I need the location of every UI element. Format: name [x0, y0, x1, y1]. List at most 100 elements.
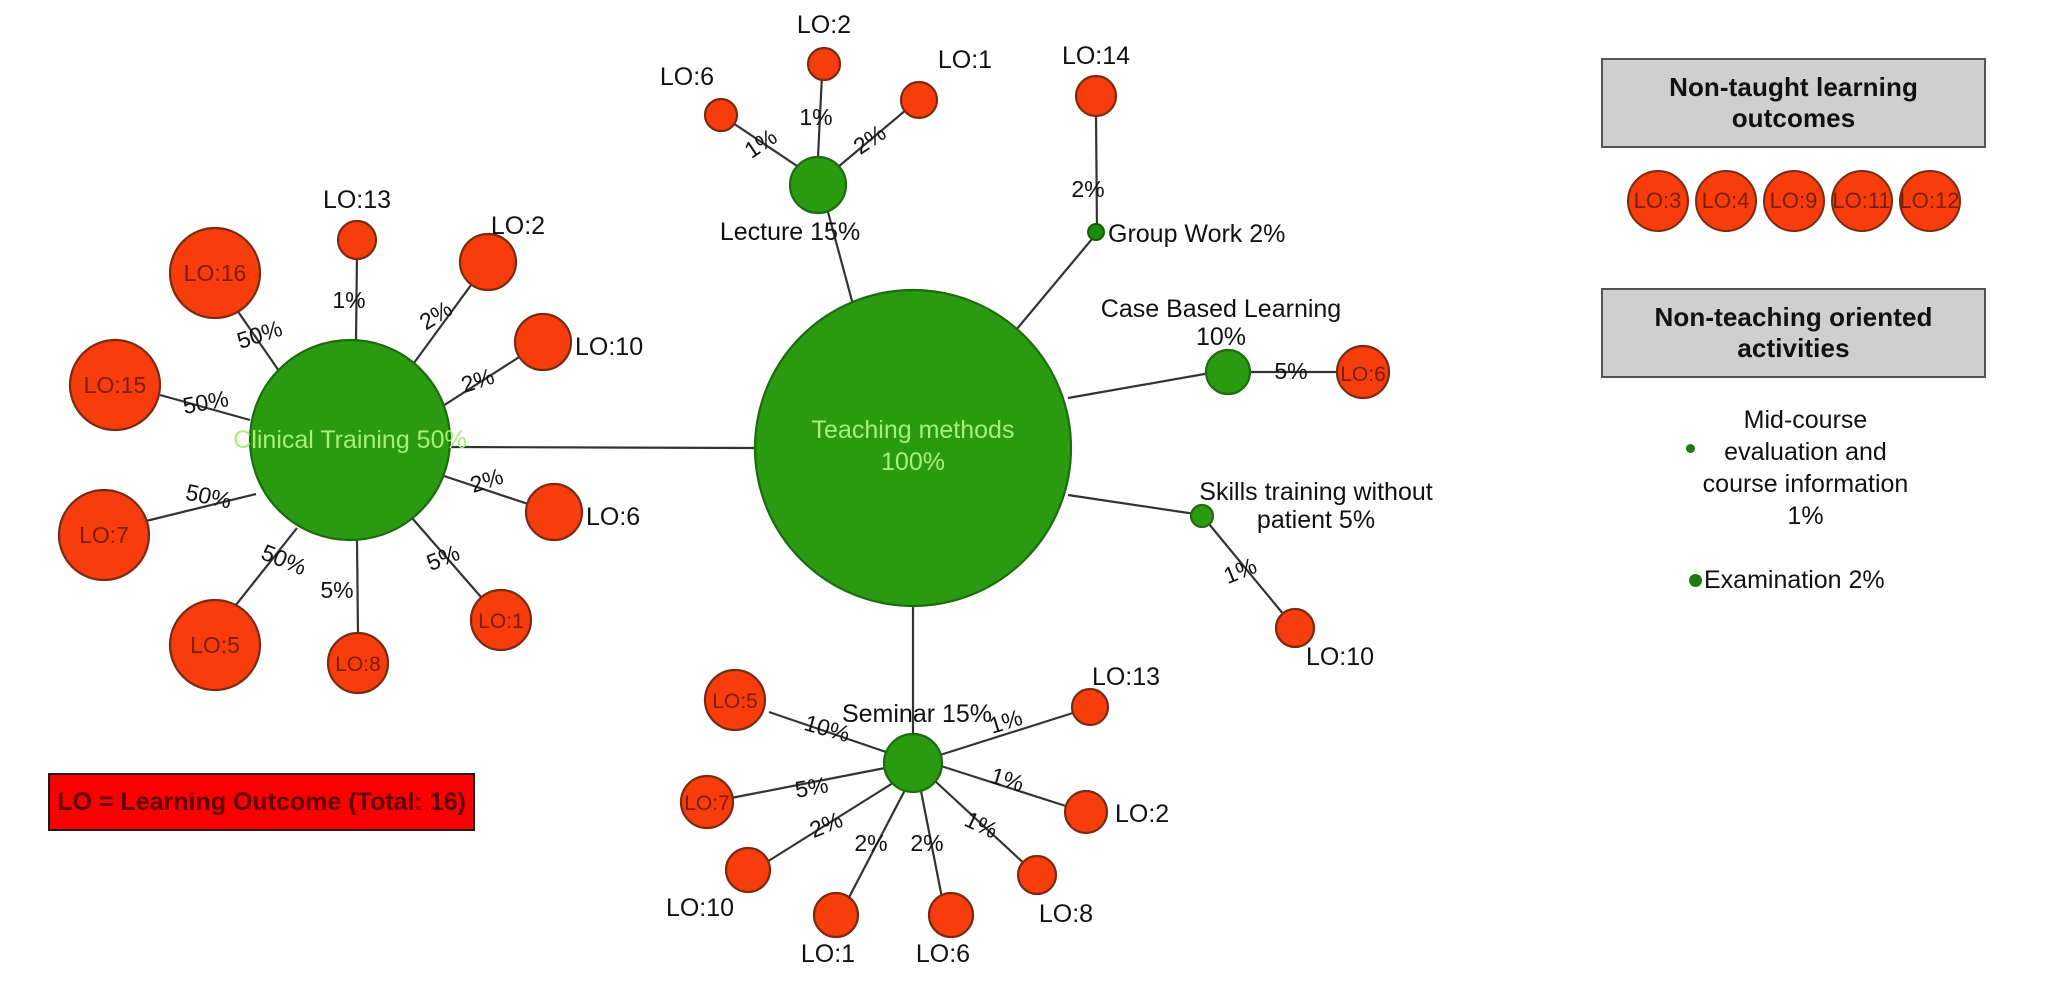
node-lo-13-clinical[interactable] — [336, 219, 378, 261]
edge-root-groupwork — [1015, 232, 1098, 331]
node-lo-5-seminar-label: LO:5 — [712, 690, 758, 713]
edge-root-lecture — [826, 211, 857, 313]
node-seminar[interactable] — [882, 732, 944, 794]
node-lo-15-clinical-label: LO:15 — [84, 372, 147, 398]
edge-clinical-lo8 — [355, 539, 360, 634]
cluster-root: Teaching methods 100% — [753, 288, 1073, 608]
node-lo-16-clinical-label: LO:16 — [184, 260, 247, 286]
node-lo-10-seminar-label: LO:10 — [666, 894, 734, 922]
node-lo-1-lecture[interactable] — [899, 80, 939, 120]
node-lo-2-clinical[interactable] — [458, 232, 518, 292]
node-lo-6-seminar-label: LO:6 — [916, 940, 970, 968]
node-skills-training-label-line1: Skills training without — [1199, 478, 1432, 506]
edge-label-clinical-lo2: 2% — [415, 295, 457, 335]
legend-lo-key-label: LO = Learning Outcome (Total: 16) — [57, 787, 466, 816]
cluster-seminar: Seminar 15% LO:5 10% LO:7 5% LO:10 2% LO… — [666, 663, 1169, 968]
node-lo-6-lecture[interactable] — [703, 97, 739, 133]
activity-mid-course-evaluation[interactable]: Mid-course evaluation and course informa… — [1601, 404, 1986, 532]
edge-root-cbl — [1067, 370, 1217, 400]
cluster-clinical-training: Clinical Training 50% LO:16 50% LO:15 50… — [57, 186, 643, 695]
node-lo-2-lecture-label: LO:2 — [797, 11, 851, 39]
edge-groupwork-lo14 — [1094, 114, 1099, 231]
node-lo-8-clinical[interactable] — [326, 631, 390, 695]
non-taught-lo-row: LO:3 LO:4 LO:9 LO:11 LO:12 — [1601, 170, 1986, 232]
edge-label-lecture-lo6: 1% — [739, 123, 781, 163]
node-case-based-learning-value: 10% — [1196, 323, 1246, 351]
edge-label-clinical-lo8: 5% — [320, 577, 353, 603]
cluster-group-work: Group Work 2% LO:14 2% — [1062, 42, 1285, 248]
cluster-lecture: Lecture 15% LO:6 1% LO:2 1% LO:1 2% — [660, 11, 992, 246]
edge-label-cbl-lo6: 5% — [1274, 358, 1307, 384]
activity-mid-course-text: Mid-course evaluation and course informa… — [1703, 404, 1909, 532]
node-lo-10-clinical[interactable] — [513, 312, 573, 372]
node-case-based-learning[interactable] — [1204, 348, 1252, 396]
node-lo-6-lecture-label: LO:6 — [660, 63, 714, 91]
edge-seminar-lo10 — [761, 782, 894, 866]
node-lo-8-seminar-label: LO:8 — [1039, 900, 1093, 928]
legend-lo-bubble-9[interactable]: LO:9 — [1762, 170, 1825, 232]
node-group-work[interactable] — [1087, 223, 1105, 241]
node-lo-1-clinical[interactable] — [469, 588, 533, 652]
node-lo-13-seminar[interactable] — [1070, 687, 1110, 727]
edge-clinical-lo1 — [411, 517, 482, 598]
node-lo-6-seminar[interactable] — [927, 891, 975, 939]
edge-seminar-lo1 — [843, 789, 906, 908]
edge-clinical-lo10 — [434, 353, 525, 412]
node-lo-2-seminar[interactable] — [1063, 789, 1109, 835]
node-lo-1-clinical-label: LO:1 — [478, 610, 524, 633]
node-lo-13-seminar-label: LO:13 — [1092, 663, 1160, 691]
activity-mid-course-line4: 1% — [1787, 502, 1824, 530]
edge-seminar-lo7 — [730, 766, 886, 800]
edge-label-seminar-lo10: 2% — [806, 806, 847, 843]
activity-mid-course-node-dot[interactable] — [1686, 444, 1695, 453]
node-clinical-training-label: Clinical Training 50% — [233, 426, 466, 454]
edge-label-clinical-lo15: 50% — [181, 385, 231, 419]
node-lo-7-seminar[interactable] — [679, 774, 735, 830]
node-lo-6-cbl[interactable] — [1335, 344, 1391, 400]
node-lo-6-clinical[interactable] — [524, 482, 584, 542]
edge-seminar-lo5 — [768, 710, 887, 754]
node-teaching-methods-label: Teaching methods — [812, 416, 1015, 444]
edge-clinical-lo13 — [354, 251, 359, 343]
node-teaching-methods[interactable] — [753, 288, 1073, 608]
node-lo-16-clinical[interactable] — [168, 226, 262, 320]
edge-label-clinical-lo10: 2% — [458, 363, 498, 398]
legend-lo-bubble-3[interactable]: LO:3 — [1626, 170, 1689, 232]
node-lo-2-clinical-label: LO:2 — [491, 212, 545, 240]
edge-seminar-lo6 — [919, 790, 946, 909]
edge-skills-lo10 — [1208, 523, 1290, 622]
node-lo-5-clinical[interactable] — [168, 598, 262, 692]
node-lo-2-lecture[interactable] — [806, 46, 842, 82]
node-skills-training[interactable] — [1189, 503, 1215, 529]
panel-non-taught-header: Non-taught learning outcomes — [1601, 58, 1986, 148]
node-clinical-training[interactable] — [248, 338, 452, 542]
node-lo-10-skills[interactable] — [1274, 607, 1316, 649]
node-lecture[interactable] — [788, 155, 848, 215]
node-lo-1-seminar[interactable] — [812, 891, 860, 939]
legend-lo-bubble-12[interactable]: LO:12 — [1898, 170, 1961, 232]
edge-label-seminar-lo6: 2% — [910, 830, 943, 856]
node-case-based-learning-label: Case Based Learning — [1101, 295, 1341, 323]
edge-label-clinical-lo16: 50% — [234, 315, 286, 354]
node-lo-5-seminar[interactable] — [703, 668, 767, 732]
node-lo-8-seminar[interactable] — [1016, 854, 1058, 896]
node-teaching-methods-value: 100% — [881, 448, 945, 476]
panel-non-teaching-activities: Non-teaching oriented activities Mid-cou… — [1601, 288, 1986, 595]
edge-seminar-lo13 — [939, 710, 1077, 757]
edge-label-clinical-lo5: 50% — [258, 539, 310, 580]
edge-clinical-lo6 — [437, 472, 538, 509]
node-lo-10-seminar[interactable] — [724, 846, 772, 894]
edge-root-skills — [1067, 493, 1203, 517]
node-lo-7-clinical[interactable] — [57, 488, 151, 582]
node-skills-training-label-line2: patient 5% — [1257, 506, 1375, 534]
legend-lo-bubble-4[interactable]: LO:4 — [1694, 170, 1757, 232]
edge-lecture-lo6 — [726, 118, 801, 169]
edge-label-seminar-lo7: 5% — [793, 771, 830, 802]
node-lo-14-groupwork[interactable] — [1074, 74, 1118, 118]
activity-examination[interactable]: Examination 2% — [1689, 566, 1986, 595]
edge-seminar-lo8 — [934, 780, 1030, 869]
activity-examination-node-dot[interactable] — [1689, 574, 1702, 587]
node-lo-15-clinical[interactable] — [68, 338, 162, 432]
legend-lo-bubble-11[interactable]: LO:11 — [1830, 170, 1893, 232]
activity-examination-label: Examination 2% — [1704, 566, 1885, 594]
